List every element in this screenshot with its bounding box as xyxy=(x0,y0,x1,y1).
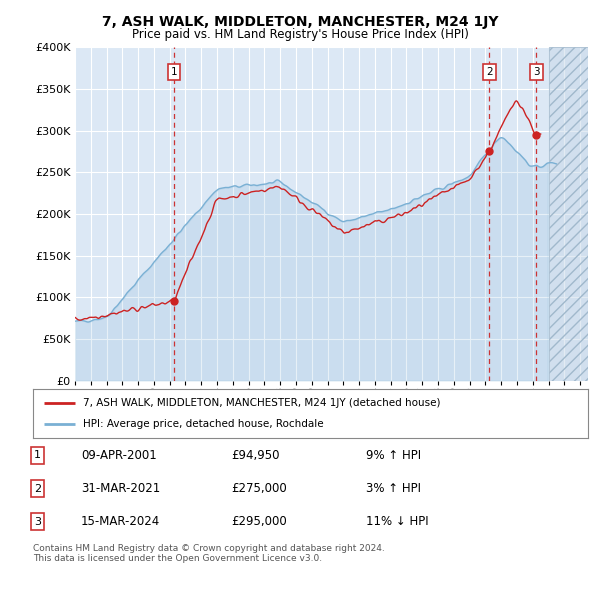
Text: 7, ASH WALK, MIDDLETON, MANCHESTER, M24 1JY (detached house): 7, ASH WALK, MIDDLETON, MANCHESTER, M24 … xyxy=(83,398,440,408)
Text: 15-MAR-2024: 15-MAR-2024 xyxy=(81,515,160,528)
Text: This data is licensed under the Open Government Licence v3.0.: This data is licensed under the Open Gov… xyxy=(33,555,322,563)
Text: £94,950: £94,950 xyxy=(231,449,280,462)
Text: 3: 3 xyxy=(533,67,539,77)
Text: £295,000: £295,000 xyxy=(231,515,287,528)
Text: 1: 1 xyxy=(170,67,177,77)
Text: Contains HM Land Registry data © Crown copyright and database right 2024.: Contains HM Land Registry data © Crown c… xyxy=(33,544,385,553)
Text: 2: 2 xyxy=(34,484,41,493)
Text: HPI: Average price, detached house, Rochdale: HPI: Average price, detached house, Roch… xyxy=(83,419,323,430)
Text: £275,000: £275,000 xyxy=(231,482,287,495)
Text: 09-APR-2001: 09-APR-2001 xyxy=(81,449,157,462)
Text: Price paid vs. HM Land Registry's House Price Index (HPI): Price paid vs. HM Land Registry's House … xyxy=(131,28,469,41)
Text: 11% ↓ HPI: 11% ↓ HPI xyxy=(366,515,428,528)
Text: 1: 1 xyxy=(34,451,41,460)
Bar xyxy=(548,47,588,381)
Text: 3% ↑ HPI: 3% ↑ HPI xyxy=(366,482,421,495)
Text: 31-MAR-2021: 31-MAR-2021 xyxy=(81,482,160,495)
Text: 9% ↑ HPI: 9% ↑ HPI xyxy=(366,449,421,462)
Text: 3: 3 xyxy=(34,517,41,526)
Text: 2: 2 xyxy=(486,67,493,77)
Text: 7, ASH WALK, MIDDLETON, MANCHESTER, M24 1JY: 7, ASH WALK, MIDDLETON, MANCHESTER, M24 … xyxy=(102,15,498,29)
Bar xyxy=(548,47,588,381)
